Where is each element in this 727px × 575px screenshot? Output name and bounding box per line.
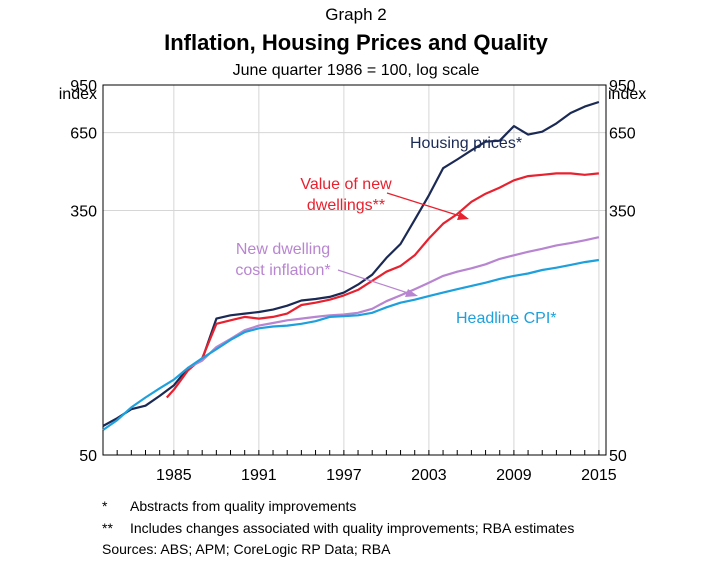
label-value-line2: dwellings** <box>307 197 385 214</box>
footnote-1-mark: * <box>102 498 108 514</box>
y-tick-label-right-50: 50 <box>609 448 627 465</box>
footnote-1-text: Abstracts from quality improvements <box>130 498 357 514</box>
y-unit-left: index <box>59 86 97 103</box>
label-cost-line2: cost inflation* <box>235 262 330 279</box>
label-headline-cpi: Headline CPI* <box>456 310 557 327</box>
footnote-2: ** Includes changes associated with qual… <box>102 518 574 540</box>
tick-labels-layer: 50 50 350 350 650 650 950 950 1985 1991 1997 2003 20… <box>70 78 636 484</box>
x-tick-label-1991: 1991 <box>241 467 277 484</box>
label-cost-line1: New dwelling <box>236 241 330 258</box>
x-tick-label-1997: 1997 <box>326 467 362 484</box>
y-tick-label-left-50: 50 <box>79 448 97 465</box>
plot-area <box>102 84 607 456</box>
ticks-layer <box>102 450 600 455</box>
series-line-new-dwelling-cost-inflation <box>187 236 600 369</box>
x-tick-label-2003: 2003 <box>411 467 447 484</box>
arrow-cost-head <box>405 289 418 297</box>
x-tick-label-2015: 2015 <box>581 467 617 484</box>
arrow-value-line <box>386 192 461 217</box>
y-tick-label-right-350: 350 <box>609 203 636 220</box>
footnotes: * Abstracts from quality improvements **… <box>102 496 574 561</box>
arrow-value-head <box>457 212 469 220</box>
graph-number: Graph 2 <box>325 5 386 24</box>
grid-layer <box>103 85 606 455</box>
y-tick-label-left-350: 350 <box>70 203 97 220</box>
sources-line: Sources: ABS; APM; CoreLogic RP Data; RB… <box>102 541 391 557</box>
chart-subtitle: June quarter 1986 = 100, log scale <box>233 62 480 79</box>
y-tick-label-left-650: 650 <box>70 126 97 143</box>
chart-title: Inflation, Housing Prices and Quality <box>164 30 549 55</box>
y-tick-label-right-950: 950 <box>609 78 636 95</box>
footnote-2-text: Includes changes associated with quality… <box>130 519 575 536</box>
y-tick-label-left-950: 950 <box>70 78 97 95</box>
footnote-2-mark: ** <box>102 519 113 536</box>
y-tick-label-right-650: 650 <box>609 126 636 143</box>
series-line-value-of-new-dwellings <box>165 172 600 399</box>
x-tick-label-1985: 1985 <box>156 467 192 484</box>
series-line-headline-cpi <box>102 258 600 431</box>
series-layer <box>102 100 600 431</box>
x-tick-label-2009: 2009 <box>496 467 532 484</box>
label-housing-prices: Housing prices* <box>410 135 522 152</box>
arrow-cost-line <box>337 269 409 294</box>
label-value-line1: Value of new <box>300 176 392 193</box>
y-unit-right: index <box>608 86 646 103</box>
footnote-1: * Abstracts from quality improvements <box>102 496 574 518</box>
